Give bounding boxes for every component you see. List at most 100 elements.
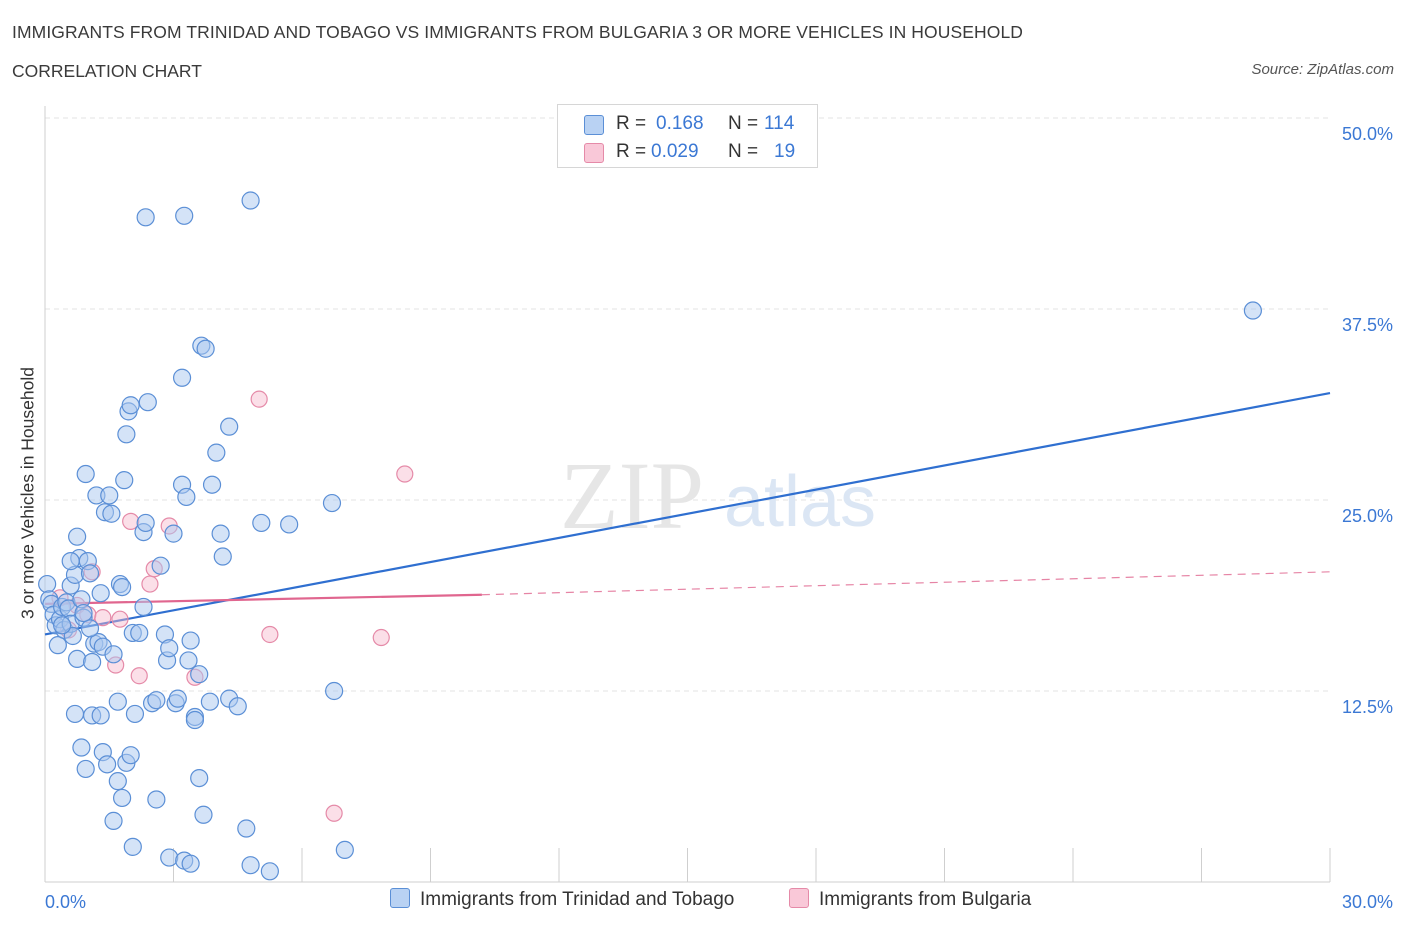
data-point-trinidad: [237, 819, 256, 838]
data-point-trinidad: [100, 486, 119, 505]
data-point-trinidad: [322, 493, 342, 513]
data-point-trinidad: [68, 527, 87, 546]
data-point-trinidad: [335, 840, 354, 860]
data-point-trinidad: [228, 697, 247, 716]
data-point-trinidad: [53, 616, 72, 635]
series-trinidad-points: [38, 191, 1263, 881]
chart-subtitle: CORRELATION CHART: [12, 61, 202, 81]
data-point-trinidad: [160, 639, 179, 658]
data-point-trinidad: [125, 704, 145, 724]
data-point-trinidad: [80, 564, 100, 583]
data-point-trinidad: [72, 738, 91, 757]
data-point-trinidad: [136, 208, 155, 227]
legend-r-value: 0.168: [656, 113, 704, 134]
data-point-trinidad: [112, 788, 132, 808]
data-point-trinidad: [325, 681, 344, 701]
data-point-trinidad: [211, 524, 230, 543]
data-point-trinidad: [138, 393, 157, 412]
grid-lines: [45, 117, 1330, 692]
legend-r-label: R =: [616, 141, 647, 162]
data-point-trinidad: [48, 636, 67, 655]
trend-line-bulgaria: [44, 593, 482, 606]
data-point-trinidad: [91, 584, 110, 603]
data-point-trinidad: [74, 603, 93, 623]
bottom-legend-label-bulgaria: Immigrants from Bulgaria: [819, 889, 1032, 910]
chart-title: IMMIGRANTS FROM TRINIDAD AND TOBAGO VS I…: [12, 22, 1024, 42]
data-point-trinidad: [38, 574, 57, 594]
x-tick-label: 30.0%: [1342, 892, 1393, 912]
data-point-trinidad: [65, 704, 85, 724]
source-label: Source: ZipAtlas.com: [1251, 61, 1394, 78]
data-point-bulgaria: [372, 628, 390, 647]
data-point-trinidad: [68, 649, 87, 669]
y-tick-label: 12.5%: [1342, 697, 1393, 717]
data-point-trinidad: [179, 651, 198, 670]
bottom-legend-swatch-bulgaria: [789, 888, 809, 908]
stats-legend: R = 0.168 N = 114 R = 0.029 N = 19: [557, 104, 818, 168]
axes: [44, 106, 1331, 883]
trend-line-trinidad: [44, 391, 1331, 636]
data-point-trinidad: [136, 513, 155, 533]
legend-n-value: 19: [774, 141, 796, 162]
legend-n-label: N =: [728, 141, 759, 162]
data-point-trinidad: [134, 597, 153, 617]
data-point-trinidad: [80, 619, 100, 638]
data-point-trinidad: [185, 710, 205, 730]
data-point-trinidad: [207, 443, 226, 462]
data-point-trinidad: [175, 206, 194, 225]
data-point-trinidad: [190, 768, 209, 788]
trend-line-bulgaria-dashed: [481, 571, 1331, 596]
data-point-trinidad: [61, 552, 80, 571]
data-point-trinidad: [280, 515, 299, 534]
y-tick-label: 50.0%: [1342, 124, 1393, 144]
data-point-bulgaria: [396, 465, 414, 483]
bottom-legend-label-trinidad: Immigrants from Trinidad and Tobago: [420, 889, 735, 910]
data-point-trinidad: [168, 689, 187, 708]
data-point-trinidad: [213, 547, 232, 566]
data-point-trinidad: [115, 471, 134, 490]
data-point-trinidad: [91, 706, 110, 725]
data-point-trinidad: [63, 626, 82, 646]
data-point-trinidad: [202, 475, 222, 494]
legend-r-label: R =: [616, 113, 647, 134]
y-tick-label: 37.5%: [1342, 315, 1393, 335]
data-point-trinidad: [117, 425, 136, 444]
data-point-trinidad: [177, 487, 196, 507]
data-point-trinidad: [121, 396, 140, 415]
data-point-trinidad: [200, 692, 220, 711]
data-point-trinidad: [112, 577, 132, 597]
data-point-trinidad: [98, 755, 117, 774]
data-point-trinidad: [108, 772, 127, 791]
data-point-bulgaria: [94, 609, 112, 627]
data-point-bulgaria: [325, 804, 343, 822]
legend-swatch-trinidad: [584, 115, 604, 135]
data-point-trinidad: [147, 691, 166, 710]
y-axis-label: 3 or more Vehicles in Household: [17, 367, 38, 619]
bottom-legend-bulgaria: Immigrants from Bulgaria: [789, 888, 1031, 911]
legend-r-value: 0.029: [651, 141, 699, 162]
data-point-trinidad: [172, 368, 192, 387]
data-point-trinidad: [130, 623, 149, 643]
legend-n-label: N =: [728, 113, 759, 134]
data-point-trinidad: [241, 856, 260, 875]
data-point-trinidad: [123, 837, 142, 856]
data-point-trinidad: [76, 464, 95, 484]
watermark: ZIP atlas: [560, 442, 876, 549]
data-point-trinidad: [108, 692, 127, 711]
data-point-trinidad: [160, 848, 179, 867]
data-point-trinidad: [241, 191, 260, 210]
x-tick-label: 0.0%: [45, 892, 86, 912]
data-point-trinidad: [252, 513, 271, 533]
data-point-bulgaria: [111, 610, 129, 628]
bottom-legend-trinidad: Immigrants from Trinidad and Tobago: [390, 888, 734, 911]
data-point-trinidad: [260, 862, 279, 881]
data-point-trinidad: [220, 417, 239, 436]
data-point-trinidad: [190, 665, 209, 684]
trend-lines: [44, 391, 1331, 636]
data-point-trinidad: [196, 339, 215, 358]
data-point-trinidad: [1243, 301, 1263, 320]
data-point-trinidad: [164, 524, 183, 543]
data-point-bulgaria: [261, 625, 279, 644]
tick-labels: 12.5% 25.0% 37.5% 50.0% 0.0% 30.0%: [45, 124, 1393, 912]
